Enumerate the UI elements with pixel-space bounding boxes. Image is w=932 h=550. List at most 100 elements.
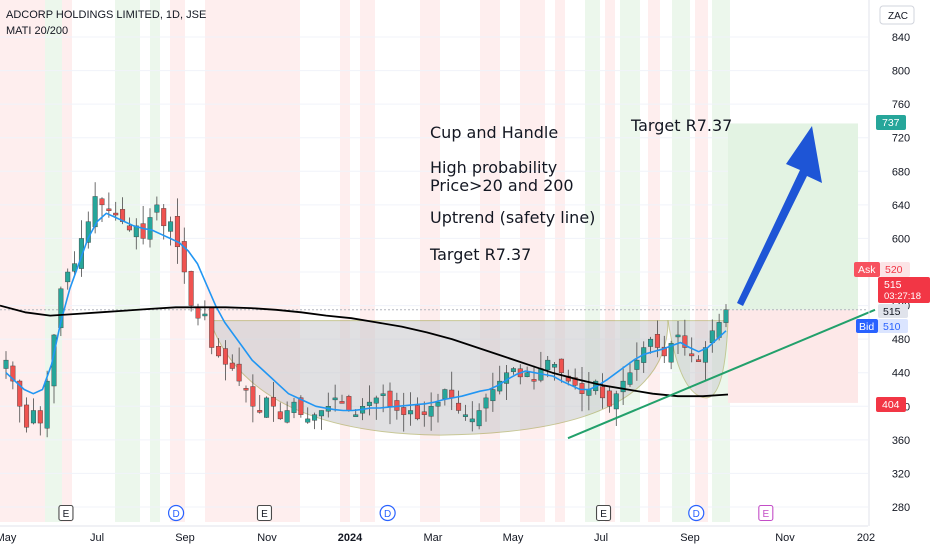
x-tick-label: Nov xyxy=(775,532,795,544)
note-pattern: Cup and Handle xyxy=(430,123,558,142)
x-tick-label: 202 xyxy=(857,532,875,544)
event-marker-dividend[interactable]: D xyxy=(379,504,396,522)
x-tick-label: Jul xyxy=(594,532,608,544)
candle-body xyxy=(113,212,119,216)
candle-body xyxy=(44,380,50,429)
note-probability-2: Price>20 and 200 xyxy=(430,176,574,195)
cup-shape[interactable] xyxy=(209,320,669,436)
candle-body xyxy=(401,407,407,415)
y-tick-label: 440 xyxy=(892,368,910,380)
candle-body xyxy=(305,418,311,423)
event-marker-label: D xyxy=(172,509,179,520)
candle-body xyxy=(346,396,352,411)
candle-body xyxy=(661,346,667,357)
bid-value: 510 xyxy=(883,321,901,333)
event-marker-dividend[interactable]: D xyxy=(167,504,185,522)
y-tick-label: 280 xyxy=(892,502,910,514)
event-marker-upcoming[interactable]: E xyxy=(758,504,774,522)
candle-body xyxy=(490,389,496,402)
candle-body xyxy=(216,346,222,357)
regime-band xyxy=(205,0,300,522)
y-tick-label: 360 xyxy=(892,435,910,447)
uptrend-line[interactable] xyxy=(567,308,876,440)
moving-averages xyxy=(0,212,729,412)
note-target-top: Target R7.37 xyxy=(630,116,732,135)
candle-body xyxy=(120,209,126,222)
candle-body xyxy=(195,307,201,319)
candle-body xyxy=(510,368,516,372)
scale-toggle[interactable]: ZAC xyxy=(879,5,915,25)
level-value: 515 xyxy=(883,306,901,318)
note-target-body: Target R7.37 xyxy=(429,245,531,264)
candle-body xyxy=(58,288,64,329)
event-marker-label: E xyxy=(261,509,268,520)
regime-bands xyxy=(0,0,730,522)
y-tick-label: 320 xyxy=(892,468,910,480)
candle-body xyxy=(696,359,702,362)
regime-band xyxy=(648,0,660,522)
candle-body xyxy=(243,388,249,391)
regime-band xyxy=(520,0,545,522)
candle-body xyxy=(613,393,619,410)
y-tick-label: 720 xyxy=(892,133,910,145)
note-probability-1: High probability xyxy=(430,158,557,177)
candle-body xyxy=(24,404,30,428)
candle-body xyxy=(277,411,283,420)
regime-band xyxy=(555,0,565,522)
candle-body xyxy=(3,359,9,369)
indicator-label[interactable]: MATI 20/200 xyxy=(6,25,68,37)
candle-body xyxy=(634,359,640,370)
candle-body xyxy=(572,377,578,386)
target-arrow xyxy=(737,126,822,306)
y-tick-label: 680 xyxy=(892,166,910,178)
candle-body xyxy=(174,216,180,248)
scale-label[interactable]: ZAC xyxy=(888,11,908,22)
candle-body xyxy=(298,397,304,415)
candle-body xyxy=(37,410,43,424)
candle-body xyxy=(586,389,592,396)
candle-body xyxy=(30,410,36,424)
candle-body xyxy=(168,221,174,232)
stop-zone[interactable] xyxy=(728,309,858,403)
candle-body xyxy=(552,364,558,368)
countdown: 03:27:18 xyxy=(884,291,921,302)
candle-body xyxy=(408,410,414,415)
candle-body xyxy=(366,401,372,406)
x-tick-label: May xyxy=(503,532,524,544)
event-marker-earnings[interactable]: E xyxy=(58,504,74,522)
candle-body xyxy=(442,389,448,399)
event-marker-earnings[interactable]: E xyxy=(595,504,612,522)
candle-body xyxy=(229,362,235,369)
candle-body xyxy=(284,410,290,423)
candle-body xyxy=(531,379,537,382)
candle-body xyxy=(339,401,345,404)
ask-value: 520 xyxy=(885,264,903,276)
candle-body xyxy=(469,418,475,423)
candle-body xyxy=(449,389,455,399)
candle-body xyxy=(10,365,16,382)
y-tick-label: 480 xyxy=(892,334,910,346)
candle-body xyxy=(140,223,146,239)
candle-body xyxy=(209,306,215,348)
y-tick-label: 640 xyxy=(892,200,910,212)
candle-body xyxy=(558,358,564,373)
candle-body xyxy=(147,217,153,240)
candle-body xyxy=(181,241,187,273)
candle-body xyxy=(99,198,105,206)
event-marker-earnings[interactable]: E xyxy=(256,504,273,522)
symbol-title[interactable]: ADCORP HOLDINGS LIMITED, 1D, JSE xyxy=(6,9,206,21)
x-tick-label: Sep xyxy=(175,532,195,544)
event-marker-dividend[interactable]: D xyxy=(688,504,705,522)
regime-band xyxy=(620,0,640,522)
candle-body xyxy=(270,397,276,407)
ask-badge: Ask 520 xyxy=(854,262,910,277)
candle-body xyxy=(250,386,256,407)
regime-band xyxy=(115,0,140,522)
target-arrow-shape xyxy=(737,126,822,306)
x-tick-label: Sep xyxy=(680,532,700,544)
candle-body xyxy=(476,410,482,427)
candle-body xyxy=(161,208,167,227)
regime-band xyxy=(360,0,375,522)
last-price-value: 515 xyxy=(884,279,902,291)
